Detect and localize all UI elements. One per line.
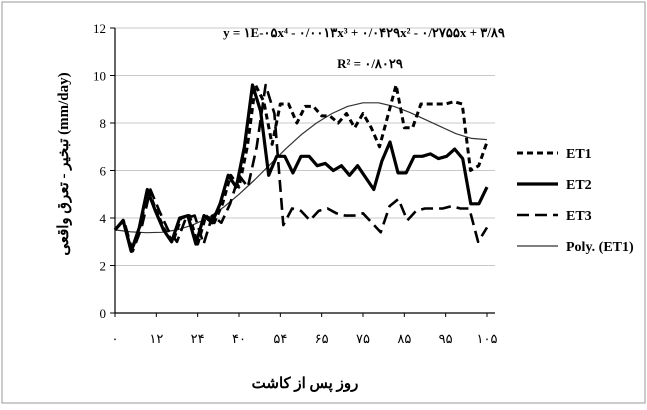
x-tick-label: ۴۰ (232, 331, 246, 346)
legend-label: ET3 (566, 209, 592, 224)
x-tick-label: ۹۵ (439, 331, 453, 346)
r-squared-label: R² = ۰/۸۰۲۹ (337, 56, 403, 71)
y-tick-label: 12 (93, 21, 106, 36)
x-tick-label: ۰ (112, 331, 119, 346)
series-group (113, 83, 489, 253)
x-tick-label: ۸۵ (397, 331, 411, 346)
series-line-et3 (114, 83, 489, 253)
y-tick-label: 4 (100, 211, 107, 226)
x-tick-label: ۱۲ (149, 331, 163, 346)
series-line-et1 (113, 83, 489, 253)
x-tick-label: ۱۰۵ (477, 331, 498, 346)
legend-label: Poly. (ET1) (566, 240, 634, 255)
series-line-et2 (113, 83, 489, 253)
y-tick-label: 0 (100, 306, 107, 321)
axes: 0 2 4 6 8 10 12 ۰ ۱۲ ۲۴ ۴۰ ۵۴ ۶۵ ۷۵ ۸۵ ۹۵ ۱۰۵ (93, 21, 497, 346)
y-axis-title: تبخیر - تعرق واقعی (mm/day) (56, 72, 72, 255)
y-tick-label: 6 (100, 164, 107, 179)
legend-label: ET1 (566, 147, 592, 162)
x-axis-title: روز پس از کاشت (252, 376, 359, 393)
legend: ET1 ET2 ET3 Poly. (ET1) (517, 147, 634, 255)
x-tick-label: ۵۴ (273, 331, 287, 346)
legend-label: ET2 (566, 178, 592, 193)
y-tick-label: 2 (100, 259, 107, 274)
y-tick-label: 10 (93, 69, 106, 84)
x-tick-label: ۶۵ (315, 331, 329, 346)
x-tick-label: ۲۴ (191, 331, 205, 346)
trendline-equation: y = ۱E-۰۵x⁴ - ۰/۰۰۱۳x³ + ۰/۰۴۲۹x² - ۰/۲۷… (223, 25, 505, 40)
y-tick-label: 8 (100, 116, 107, 131)
x-tick-label: ۷۵ (356, 331, 370, 346)
chart-border (1, 1, 646, 404)
